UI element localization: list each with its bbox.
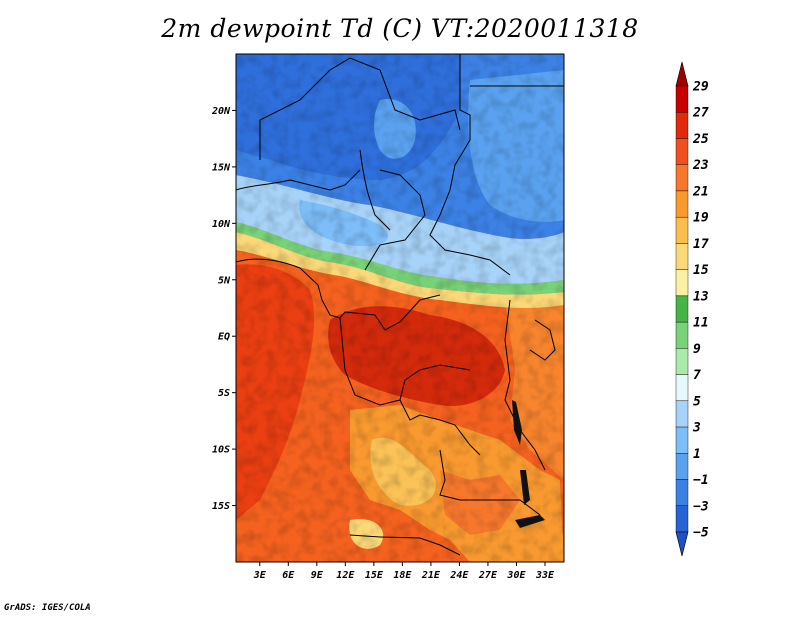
colorbar-bin: [675, 85, 689, 113]
colorbar-bin: [675, 216, 689, 244]
lon-tick-label: 33E: [535, 570, 555, 581]
lon-tick-label: 24E: [449, 570, 469, 581]
colorbar-bin: [675, 321, 689, 349]
colorbar-label: 5: [693, 394, 701, 409]
colorbar-max-arrow: [675, 61, 689, 87]
colorbar-label: −5: [693, 526, 709, 541]
colorbar-label: 11: [693, 316, 709, 331]
lat-tick-label: 10N: [212, 219, 231, 230]
colorbar-label: 17: [693, 237, 709, 252]
colorbar-label: 25: [692, 132, 709, 147]
chart-title: 2m dewpoint Td (C) VT:2020011318: [161, 14, 639, 43]
colorbar-min-arrow: [675, 531, 689, 557]
lat-tick-label: 15S: [212, 501, 230, 512]
dewpoint-field: [236, 54, 564, 562]
colorbar-bin: [675, 479, 689, 506]
colorbar-bin: [675, 505, 689, 533]
colorbar-bin: [675, 348, 689, 375]
lon-tick-label: 15E: [365, 570, 384, 581]
lon-tick-label: 27E: [478, 570, 498, 581]
lon-tick-label: 6E: [282, 570, 295, 581]
colorbar-bin: [675, 295, 689, 323]
lon-tick-label: 9E: [311, 570, 324, 581]
lat-tick-label: 15N: [212, 162, 231, 173]
colorbar-bin: [675, 269, 689, 297]
colorbar-bin: [675, 164, 689, 192]
map-frame: [235, 53, 565, 563]
lat-tick-label: EQ: [218, 332, 230, 343]
colorbar-label: 7: [693, 368, 701, 383]
colorbar: 29 27 25 23 21 19 17 15 13 11 9 7 5 3 1 −1 −3 −5: [675, 61, 709, 557]
lakes: [512, 400, 545, 528]
longitude-axis: 3E 6E 9E 12E 15E 18E 21E 24E 27E 30E 33E: [253, 562, 555, 581]
lon-tick-label: 21E: [421, 570, 441, 581]
lat-tick-label: 5S: [218, 388, 230, 399]
colorbar-label: 19: [693, 211, 709, 226]
grads-credit: GrADS: IGES/COLA: [4, 603, 91, 613]
colorbar-bin: [675, 453, 689, 480]
colorbar-label: 13: [693, 289, 709, 304]
lat-tick-label: 20N: [211, 106, 231, 117]
colorbar-label: 1: [693, 447, 701, 462]
colorbar-bin: [675, 400, 689, 428]
colorbar-label: −1: [693, 473, 709, 488]
lon-tick-label: 18E: [393, 570, 412, 581]
lat-tick-label: 10S: [212, 445, 230, 456]
colorbar-bin: [675, 374, 689, 402]
colorbar-label: 27: [692, 106, 709, 121]
lon-tick-label: 12E: [336, 570, 355, 581]
lat-tick-label: 5N: [218, 275, 231, 286]
colorbar-label: 3: [692, 421, 701, 436]
latitude-axis: 20N 15N 10N 5N EQ 5S 10S 15S: [211, 106, 236, 512]
colorbar-bin: [675, 243, 689, 270]
colorbar-bin: [675, 426, 689, 454]
lon-tick-label: 3E: [253, 570, 267, 581]
colorbar-label: 15: [693, 263, 709, 278]
colorbar-label: 9: [693, 342, 701, 357]
colorbar-label: 21: [692, 184, 709, 199]
colorbar-bin: [675, 190, 689, 218]
country-borders: [236, 54, 564, 556]
colorbar-label: −3: [693, 499, 709, 514]
colorbar-bin: [675, 112, 689, 139]
colorbar-bin: [675, 138, 689, 165]
colorbar-label: 23: [692, 158, 709, 173]
colorbar-label: 29: [692, 80, 709, 95]
lon-tick-label: 30E: [506, 570, 526, 581]
